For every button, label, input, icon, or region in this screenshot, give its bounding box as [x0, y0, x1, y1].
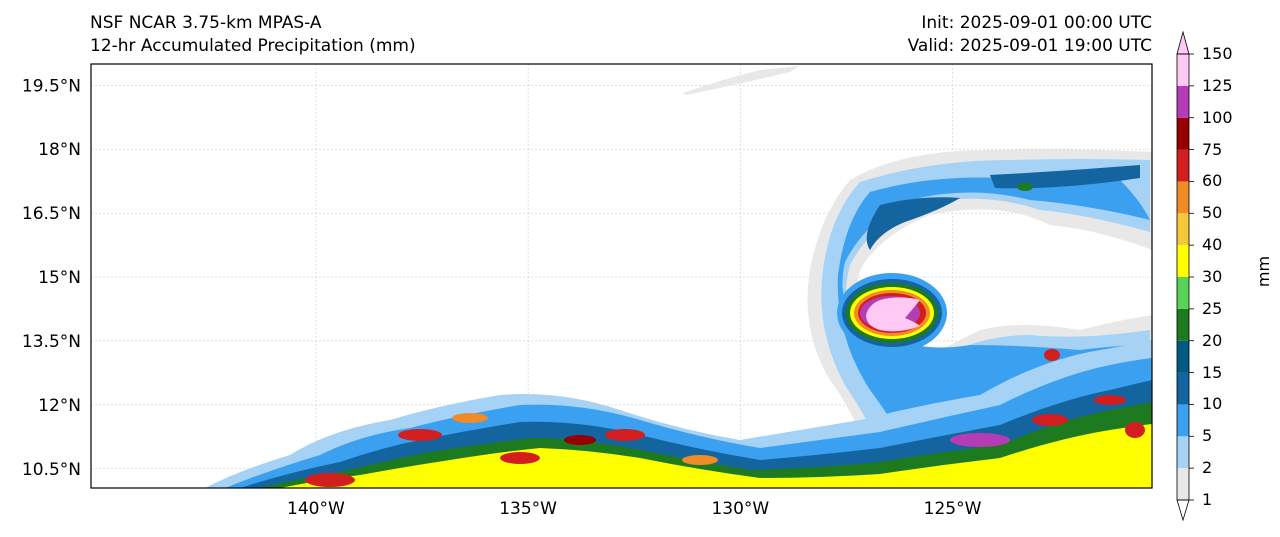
colorbar-level-label: 1: [1202, 490, 1213, 509]
colorbar-level-label: 60: [1202, 171, 1223, 191]
colorbar-swatch: [1177, 436, 1189, 469]
colorbar-swatch: [1177, 181, 1189, 214]
colorbar-swatch: [1177, 308, 1189, 341]
colorbar-level-label: 40: [1202, 235, 1223, 255]
colorbar-swatch: [1177, 372, 1189, 405]
lat-label: 16.5°N: [22, 204, 81, 224]
colorbar-swatch: [1177, 245, 1189, 277]
init-time: Init: 2025-09-01 00:00 UTC: [921, 13, 1152, 33]
colorbar-level-label: 100: [1202, 107, 1233, 127]
lat-label: 10.5°N: [22, 460, 81, 480]
colorbar-level-label: 125: [1202, 75, 1233, 95]
colorbar-level-label: 30: [1202, 267, 1223, 286]
valid-time: Valid: 2025-09-01 19:00 UTC: [907, 36, 1152, 56]
colorbar-unit: mm: [1254, 255, 1274, 288]
colorbar-level-label: 150: [1202, 44, 1233, 63]
lon-label: 140°W: [287, 499, 345, 519]
colorbar-level-label: 25: [1202, 298, 1223, 318]
colorbar-swatch: [1177, 213, 1189, 246]
lon-label: 135°W: [499, 499, 557, 519]
colorbar-swatch: [1177, 277, 1189, 309]
colorbar-swatch: [1177, 54, 1189, 86]
lat-label: 15°N: [38, 268, 81, 288]
lat-label: 12°N: [38, 396, 81, 416]
colorbar-level-label: 2: [1202, 458, 1213, 478]
colorbar-swatch: [1177, 340, 1189, 373]
colorbar-max-extension: [1176, 30, 1190, 55]
lat-label: 18°N: [38, 140, 81, 160]
axis-labels: 19.5°N 18°N 16.5°N 15°N 13.5°N 12°N 10.5°N 140°…: [22, 76, 982, 519]
colorbar-level-label: 10: [1202, 394, 1223, 414]
lat-label: 13.5°N: [22, 332, 81, 352]
model-title: NSF NCAR 3.75-km MPAS-A: [90, 13, 322, 33]
precip-field: [205, 66, 1152, 488]
colorbar-swatch: [1177, 117, 1189, 150]
lat-label: 19.5°N: [22, 76, 81, 96]
lon-label: 130°W: [711, 499, 769, 519]
field-title: 12-hr Accumulated Precipitation (mm): [90, 36, 416, 56]
colorbar-level-label: 5: [1202, 426, 1213, 446]
colorbar-swatch: [1177, 85, 1189, 118]
colorbar-min-extension: [1176, 499, 1190, 522]
colorbar: [1176, 30, 1194, 522]
colorbar-swatch: [1177, 404, 1189, 437]
colorbar-swatch: [1177, 468, 1189, 500]
map-frame: [90, 63, 1153, 489]
colorbar-level-label: 50: [1202, 203, 1223, 223]
colorbar-level-label: 75: [1202, 139, 1223, 159]
colorbar-swatch: [1177, 149, 1189, 182]
colorbar-level-label: 20: [1202, 330, 1223, 350]
colorbar-level-label: 15: [1202, 362, 1223, 382]
lon-label: 125°W: [924, 499, 982, 519]
